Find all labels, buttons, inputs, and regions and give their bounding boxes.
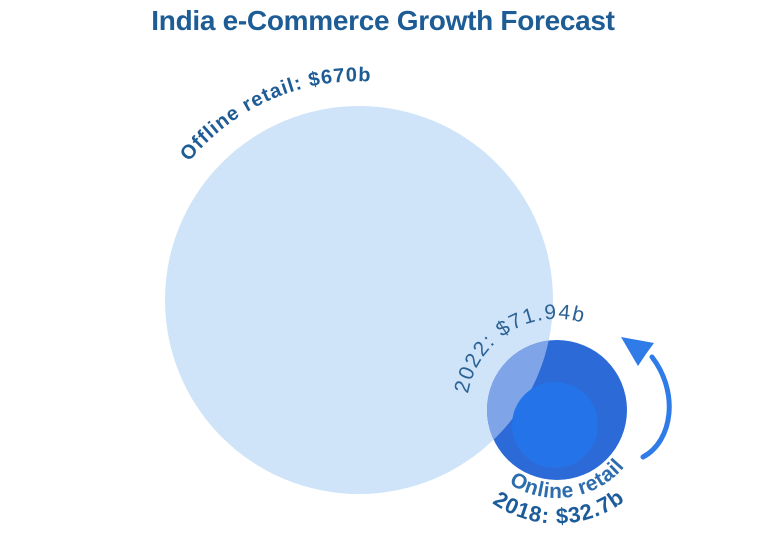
online-2018-bubble	[512, 382, 598, 468]
offline-retail-bubble	[165, 106, 553, 494]
growth-arrow	[640, 354, 672, 460]
chart-title: India e-Commerce Growth Forecast	[151, 5, 614, 36]
growth-arrowhead-icon	[621, 337, 654, 366]
